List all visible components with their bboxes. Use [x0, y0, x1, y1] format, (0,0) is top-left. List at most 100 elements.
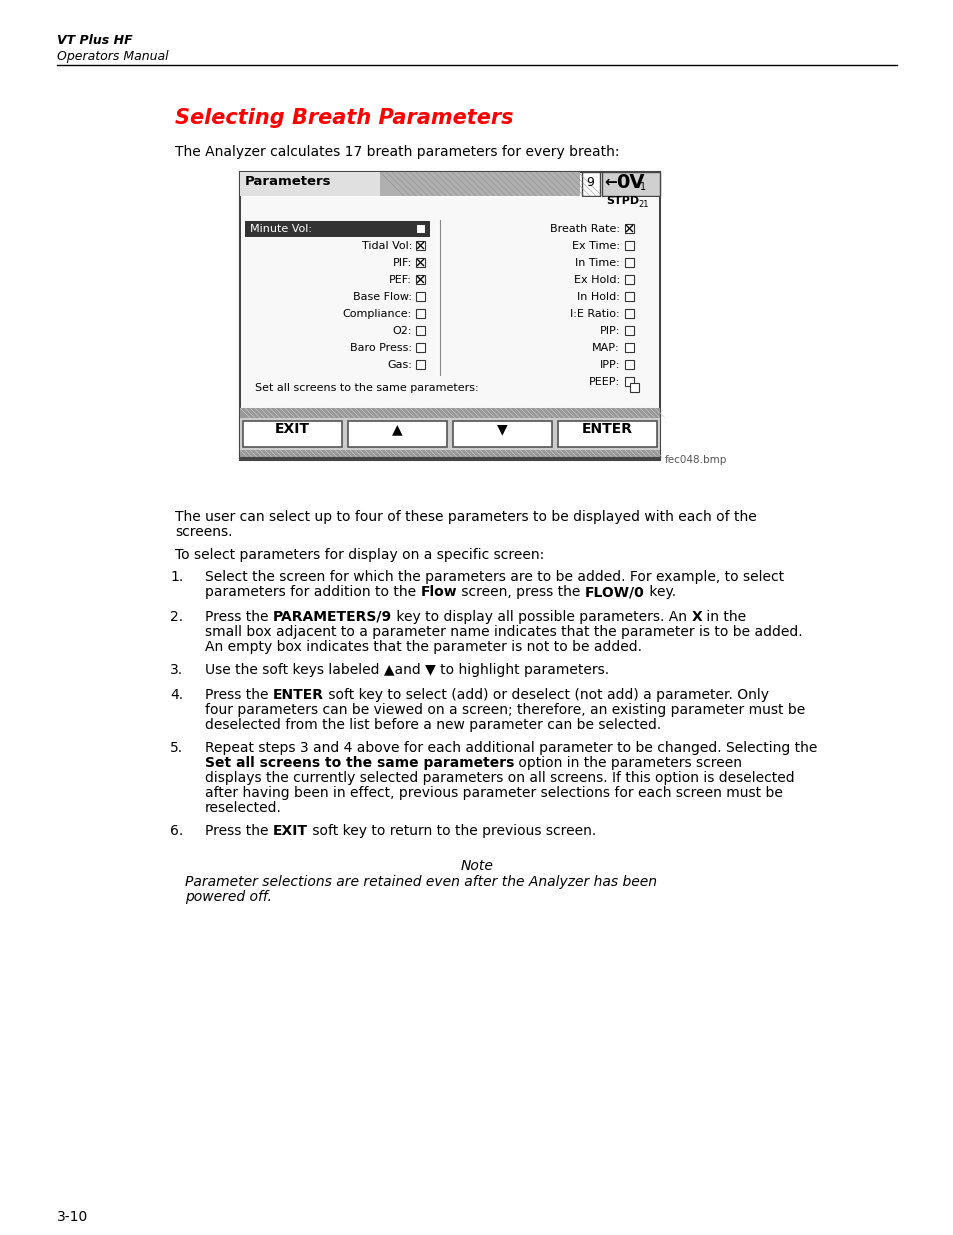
- Text: parameters for addition to the: parameters for addition to the: [205, 585, 420, 599]
- Text: VT Plus HF: VT Plus HF: [57, 35, 132, 47]
- Bar: [453, 421, 552, 447]
- Text: O2:: O2:: [392, 326, 412, 336]
- Bar: [416, 241, 424, 249]
- Text: Set all screens to the same parameters: Set all screens to the same parameters: [205, 756, 514, 769]
- Bar: [416, 309, 424, 317]
- Text: Baro Press:: Baro Press:: [350, 343, 412, 353]
- Text: 9: 9: [585, 177, 594, 189]
- Bar: [416, 258, 424, 267]
- Text: displays the currently selected parameters on all screens. If this option is des: displays the currently selected paramete…: [205, 771, 794, 785]
- Text: Compliance:: Compliance:: [342, 309, 412, 319]
- Bar: [240, 408, 659, 417]
- Text: Flow: Flow: [420, 585, 456, 599]
- Bar: [241, 198, 659, 408]
- Text: PEEP:: PEEP:: [588, 377, 619, 387]
- Text: small box adjacent to a parameter name indicates that the parameter is to be add: small box adjacent to a parameter name i…: [205, 625, 801, 638]
- Text: Press the: Press the: [205, 688, 273, 701]
- Text: STPD: STPD: [605, 196, 639, 206]
- Text: Press the: Press the: [205, 610, 273, 624]
- Text: 21: 21: [638, 200, 648, 209]
- Bar: [624, 343, 634, 352]
- Text: Gas:: Gas:: [387, 359, 412, 370]
- Text: 1: 1: [639, 182, 645, 191]
- Bar: [416, 291, 424, 301]
- Text: deselected from the list before a new parameter can be selected.: deselected from the list before a new pa…: [205, 718, 660, 732]
- Text: screen, press the: screen, press the: [456, 585, 584, 599]
- Text: option in the parameters screen: option in the parameters screen: [514, 756, 741, 769]
- Bar: [624, 309, 634, 317]
- Text: after having been in effect, previous parameter selections for each screen must : after having been in effect, previous pa…: [205, 785, 782, 800]
- Text: fec048.bmp: fec048.bmp: [664, 454, 726, 466]
- Bar: [245, 221, 430, 237]
- Bar: [416, 359, 424, 369]
- Text: Selecting Breath Parameters: Selecting Breath Parameters: [174, 107, 513, 128]
- Bar: [240, 172, 379, 196]
- Text: reselected.: reselected.: [205, 802, 281, 815]
- Bar: [240, 417, 659, 450]
- Bar: [629, 383, 639, 391]
- Bar: [416, 224, 424, 233]
- Text: ←: ←: [603, 174, 616, 189]
- Text: In Time:: In Time:: [575, 258, 619, 268]
- Bar: [240, 172, 659, 459]
- Text: Note: Note: [460, 860, 493, 873]
- Bar: [624, 359, 634, 369]
- Text: Use the soft keys labeled ▲and ▼ to highlight parameters.: Use the soft keys labeled ▲and ▼ to high…: [205, 663, 608, 677]
- Text: EXIT: EXIT: [274, 422, 310, 436]
- Bar: [348, 421, 447, 447]
- Text: 4.: 4.: [170, 688, 183, 701]
- Text: soft key to select (add) or deselect (not add) a parameter. Only: soft key to select (add) or deselect (no…: [323, 688, 768, 701]
- Text: ENTER: ENTER: [273, 688, 323, 701]
- Text: The user can select up to four of these parameters to be displayed with each of : The user can select up to four of these …: [174, 510, 756, 524]
- Text: Parameters: Parameters: [245, 175, 331, 188]
- Text: Breath Rate:: Breath Rate:: [550, 224, 619, 233]
- Text: PARAMETERS/9: PARAMETERS/9: [273, 610, 392, 624]
- Text: ▲: ▲: [392, 422, 402, 436]
- Text: Repeat steps 3 and 4 above for each additional parameter to be changed. Selectin: Repeat steps 3 and 4 above for each addi…: [205, 741, 817, 755]
- Text: ENTER: ENTER: [581, 422, 633, 436]
- Text: ▼: ▼: [497, 422, 507, 436]
- Text: Tidal Vol:: Tidal Vol:: [361, 241, 412, 251]
- Bar: [416, 275, 424, 284]
- Text: 3.: 3.: [170, 663, 183, 677]
- Bar: [624, 326, 634, 335]
- Bar: [624, 224, 634, 233]
- Bar: [416, 326, 424, 335]
- Text: Parameter selections are retained even after the Analyzer has been: Parameter selections are retained even a…: [185, 876, 657, 889]
- Text: Press the: Press the: [205, 824, 273, 839]
- Text: PIF:: PIF:: [393, 258, 412, 268]
- Text: key to display all possible parameters. An: key to display all possible parameters. …: [392, 610, 691, 624]
- Bar: [379, 172, 579, 196]
- Text: Select the screen for which the parameters are to be added. For example, to sele: Select the screen for which the paramete…: [205, 571, 783, 584]
- Text: Ex Hold:: Ex Hold:: [574, 275, 619, 285]
- Bar: [416, 343, 424, 352]
- Bar: [581, 172, 599, 196]
- Text: 2.: 2.: [170, 610, 183, 624]
- Bar: [240, 450, 659, 458]
- Text: soft key to return to the previous screen.: soft key to return to the previous scree…: [308, 824, 596, 839]
- Bar: [601, 172, 659, 196]
- Text: Ex Time:: Ex Time:: [572, 241, 619, 251]
- Bar: [624, 291, 634, 301]
- Text: X: X: [691, 610, 701, 624]
- Bar: [558, 421, 657, 447]
- Text: EXIT: EXIT: [273, 824, 308, 839]
- Text: IPP:: IPP:: [599, 359, 619, 370]
- Text: powered off.: powered off.: [185, 890, 272, 904]
- Text: PEF:: PEF:: [389, 275, 412, 285]
- Text: An empty box indicates that the parameter is not to be added.: An empty box indicates that the paramete…: [205, 640, 641, 655]
- Text: four parameters can be viewed on a screen; therefore, an existing parameter must: four parameters can be viewed on a scree…: [205, 703, 804, 718]
- Text: in the: in the: [701, 610, 745, 624]
- Bar: [624, 258, 634, 267]
- Text: 3-10: 3-10: [57, 1210, 89, 1224]
- Text: Operators Manual: Operators Manual: [57, 49, 169, 63]
- Text: PIP:: PIP:: [599, 326, 619, 336]
- Text: I:E Ratio:: I:E Ratio:: [570, 309, 619, 319]
- Text: To select parameters for display on a specific screen:: To select parameters for display on a sp…: [174, 548, 543, 562]
- Text: 6.: 6.: [170, 824, 183, 839]
- Text: FLOW/0: FLOW/0: [584, 585, 644, 599]
- Bar: [624, 275, 634, 284]
- Text: key.: key.: [644, 585, 675, 599]
- Text: Base Flow:: Base Flow:: [353, 291, 412, 303]
- Text: Minute Vol:: Minute Vol:: [250, 224, 312, 233]
